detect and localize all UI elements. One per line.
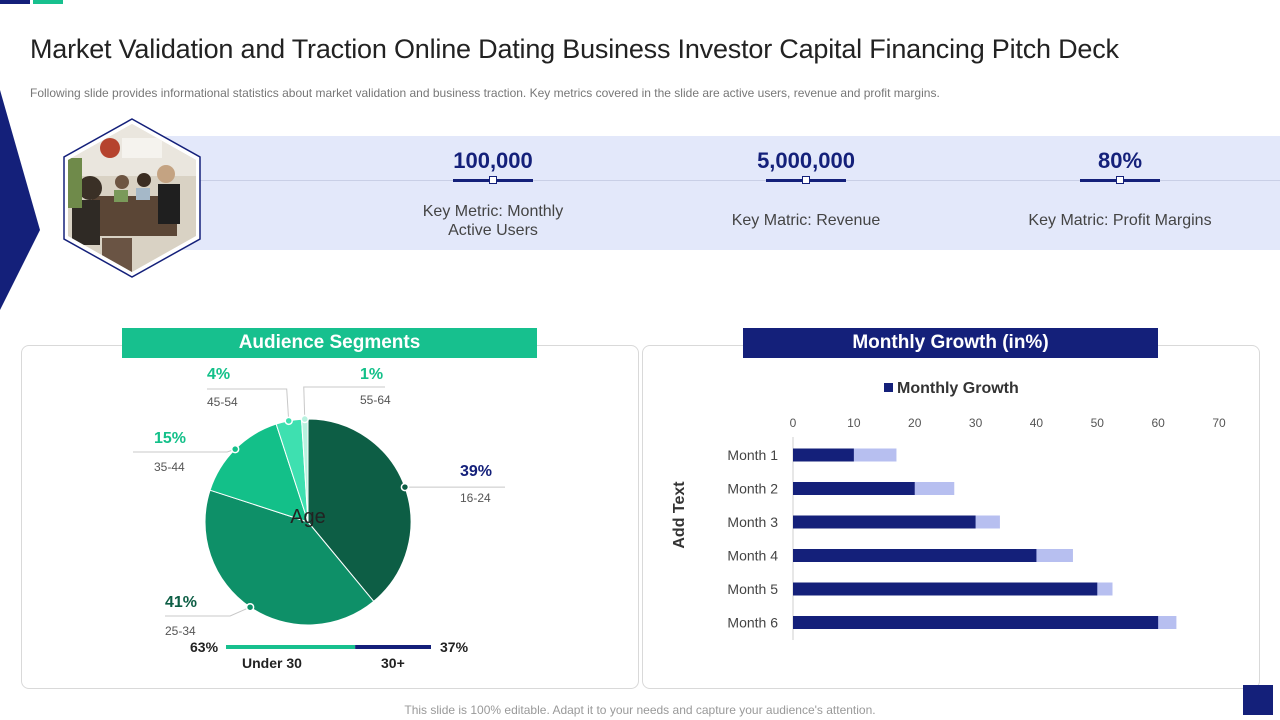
bar <box>793 582 1098 596</box>
bar <box>793 515 976 529</box>
bar <box>793 616 1159 629</box>
pie-category-label: 55-64 <box>360 393 391 407</box>
y-category-label: Month 4 <box>727 548 778 564</box>
metric-active-users: 100,000 Key Metric: Monthly Active Users <box>373 146 613 240</box>
x-tick-label: 0 <box>790 416 797 430</box>
bar <box>793 482 915 495</box>
metric-revenue: 5,000,000 Key Matric: Revenue <box>686 146 926 230</box>
x-tick-label: 30 <box>969 416 983 430</box>
metric-underline <box>453 176 533 184</box>
metric-underline <box>766 176 846 184</box>
split-left-label: Under 30 <box>242 655 302 671</box>
split-bar-30-plus <box>355 645 431 649</box>
corner-square <box>1243 685 1273 715</box>
pie-callout-dot <box>230 444 240 454</box>
y-category-label: Month 2 <box>727 481 778 497</box>
split-right-pct: 37% <box>440 639 469 655</box>
footer-note: This slide is 100% editable. Adapt it to… <box>404 703 876 717</box>
y-category-label: Month 6 <box>727 615 778 631</box>
pie-pct-label: 41% <box>165 594 197 611</box>
pie-center-label: Age <box>290 506 326 528</box>
slide-title: Market Validation and Traction Online Da… <box>30 34 1119 64</box>
split-right-label: 30+ <box>381 655 405 671</box>
metric-label: Key Matric: Revenue <box>686 211 926 230</box>
top-accent-green <box>33 0 63 4</box>
y-axis-title: Add Text <box>671 481 688 549</box>
y-category-label: Month 1 <box>727 447 778 463</box>
pie-callout-dot <box>300 414 310 424</box>
team-meeting-photo <box>63 118 201 278</box>
metric-label-line: Key Matric: Profit Margins <box>1028 212 1212 229</box>
pie-callout-line <box>165 606 251 617</box>
pie-category-label: 35-44 <box>154 460 185 474</box>
pie-category-label: 45-54 <box>207 395 238 409</box>
pie-category-label: 16-24 <box>460 491 491 505</box>
bar <box>793 448 854 462</box>
split-bar-under-30 <box>226 645 356 649</box>
pie-pct-label: 1% <box>360 366 383 383</box>
pie-category-label: 25-34 <box>165 624 196 638</box>
pie-callout-line <box>133 448 236 453</box>
pie-callout-dot <box>400 482 410 492</box>
metric-label-line: Key Matric: Revenue <box>731 212 881 229</box>
metric-label-line: Active Users <box>448 222 538 239</box>
metric-label: Key Metric: Monthly Active Users <box>373 202 613 240</box>
split-left-pct: 63% <box>190 639 219 655</box>
legend-label: Monthly Growth <box>897 380 1019 397</box>
monthly-growth-banner: Monthly Growth (in%) <box>743 328 1158 358</box>
x-tick-label: 70 <box>1212 416 1226 430</box>
x-tick-label: 60 <box>1151 416 1165 430</box>
metric-profit-margins: 80% Key Matric: Profit Margins <box>1000 146 1240 230</box>
bar <box>793 549 1037 562</box>
x-tick-label: 40 <box>1030 416 1044 430</box>
pie-pct-label: 15% <box>154 430 186 447</box>
y-category-label: Month 5 <box>727 581 778 597</box>
top-accent-navy <box>0 0 30 4</box>
audience-segments-banner: Audience Segments <box>122 328 537 358</box>
chevron-decoration <box>0 90 40 310</box>
slide-subtitle: Following slide provides informational s… <box>30 86 940 100</box>
metric-value: 100,000 <box>453 148 533 173</box>
metric-value: 80% <box>1097 148 1143 173</box>
metric-underline <box>1080 176 1160 184</box>
metrics-band <box>130 136 1280 250</box>
legend-swatch <box>884 383 893 392</box>
pie-callout-dot <box>245 602 255 612</box>
y-category-label: Month 3 <box>727 514 778 530</box>
pie-callout-line <box>207 388 290 421</box>
pie-pct-label: 4% <box>207 366 230 383</box>
metric-value: 5,000,000 <box>757 148 855 173</box>
pie-callout-line <box>303 386 385 420</box>
metrics-divider <box>130 180 1280 181</box>
metric-label-line: Key Metric: Monthly <box>422 203 564 220</box>
x-tick-label: 20 <box>908 416 922 430</box>
x-tick-label: 10 <box>847 416 861 430</box>
x-tick-label: 50 <box>1091 416 1105 430</box>
metric-label: Key Matric: Profit Margins <box>1000 211 1240 230</box>
pie-pct-label: 39% <box>460 463 492 480</box>
pie-callout-dot <box>284 416 293 426</box>
